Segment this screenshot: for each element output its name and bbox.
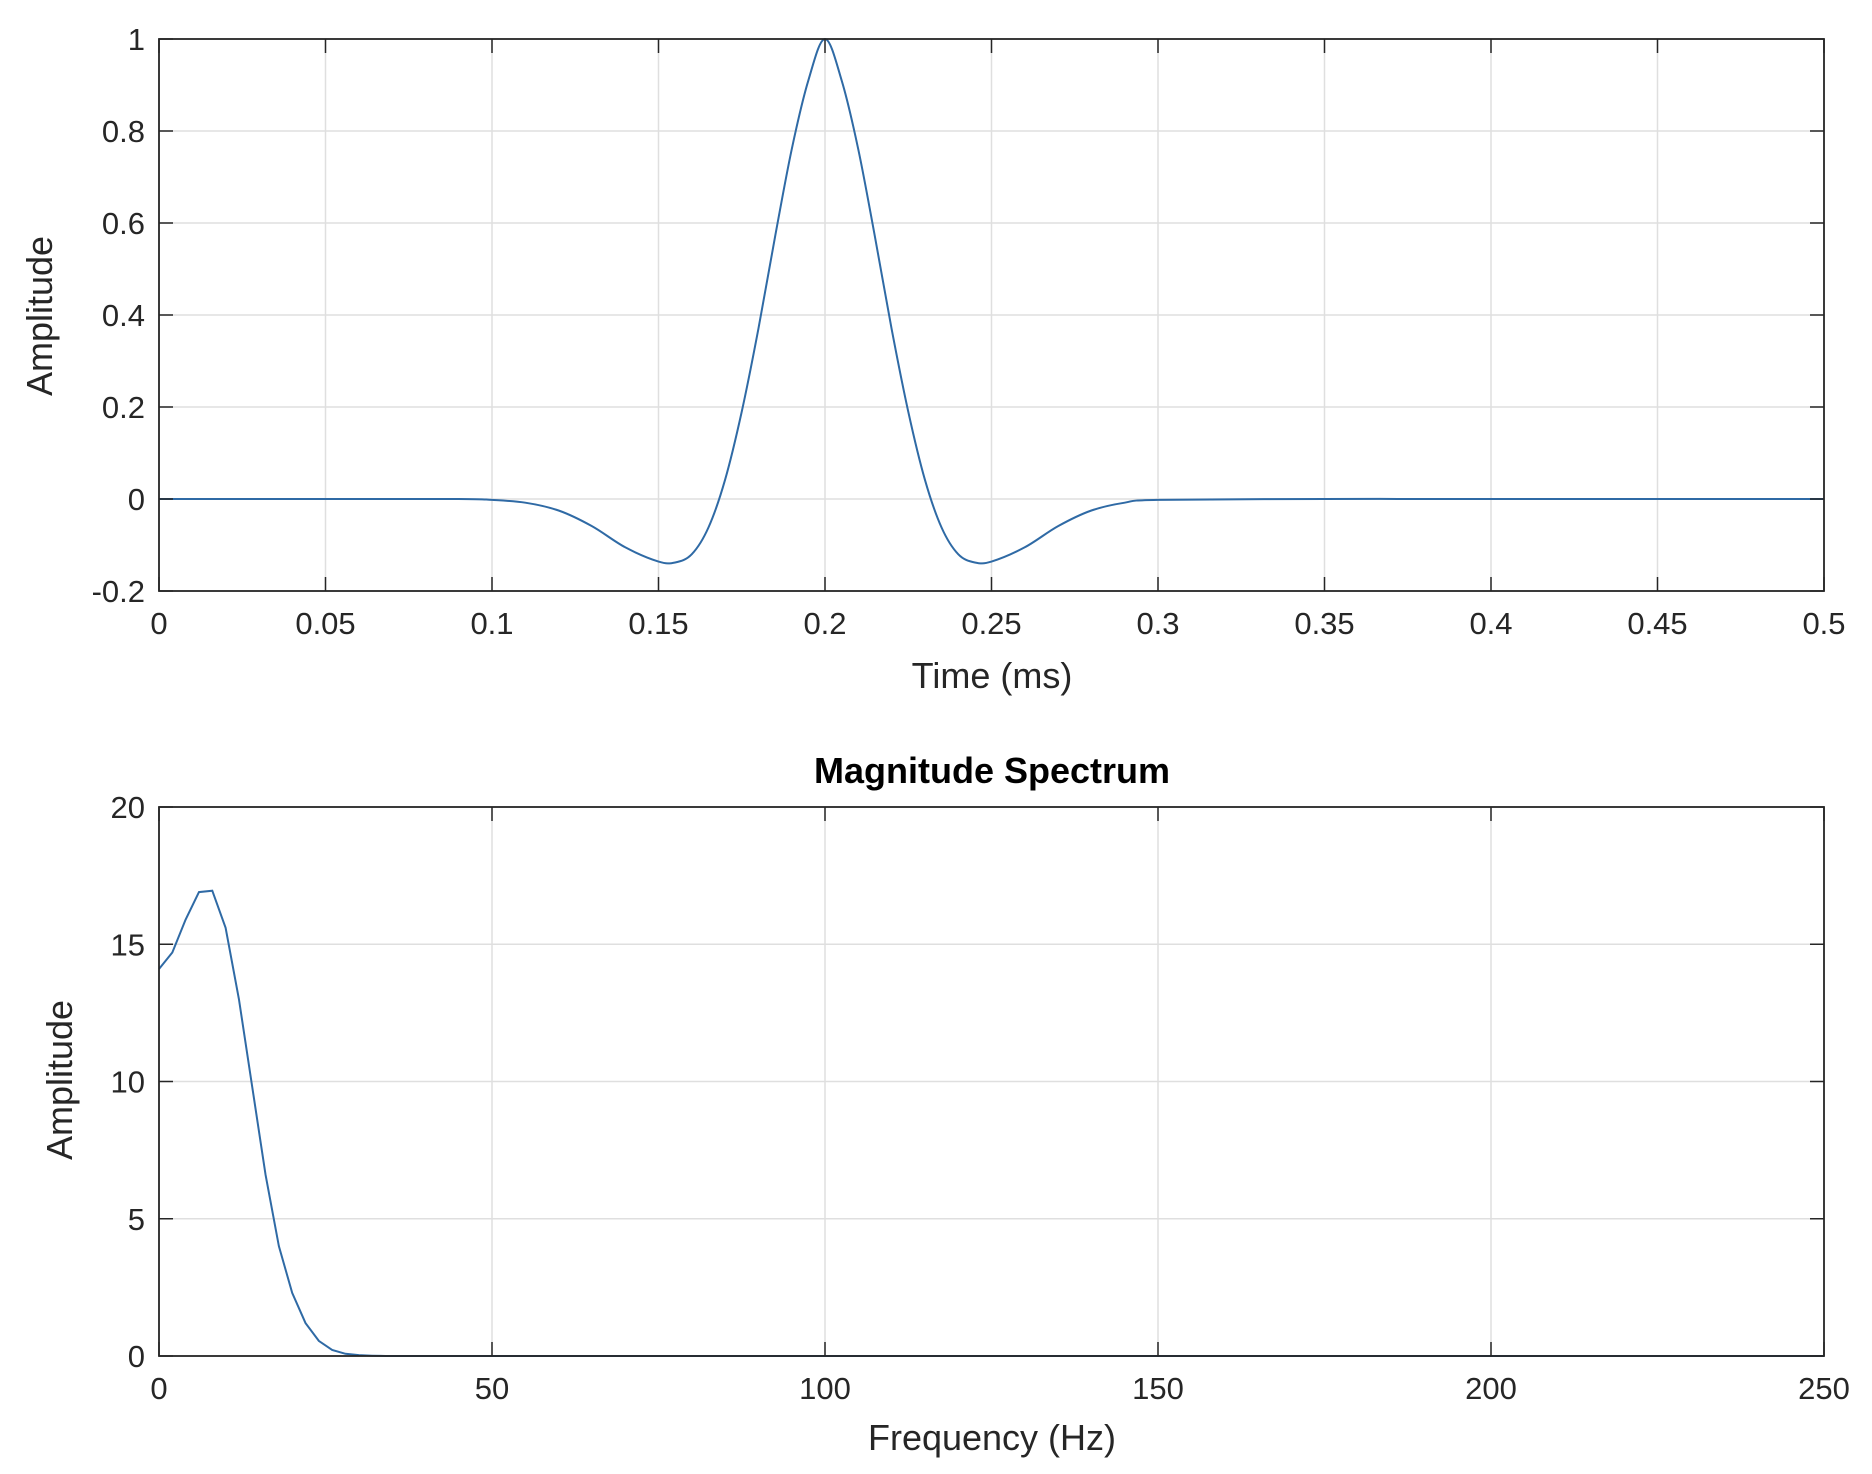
y-tick-label: 20: [111, 790, 145, 825]
x-tick-label: 0.5: [1802, 606, 1845, 641]
y-tick-label: 10: [111, 1065, 145, 1100]
magnitude-spectrum-chart: Magnitude Spectrum 0 50 100 150 200 250 0 5 10 1…: [39, 750, 1850, 1458]
y-tick-label: 0.8: [102, 114, 145, 149]
x-tick-label: 0.35: [1294, 606, 1354, 641]
y-tick-label: 0.6: [102, 206, 145, 241]
series-line: [159, 37, 1824, 565]
spectrum-y-ticks: 0 5 10 15 20: [111, 790, 145, 1374]
x-tick-label: 250: [1798, 1371, 1850, 1406]
x-tick-label: 0: [150, 1371, 167, 1406]
series-line: [158, 889, 1824, 1357]
x-tick-label: 0.15: [628, 606, 688, 641]
spectrum-x-axis-label: Frequency (Hz): [868, 1417, 1116, 1458]
spectrum-x-ticks: 0 50 100 150 200 250: [150, 1371, 1849, 1406]
y-tick-label: 5: [128, 1202, 145, 1237]
y-tick-label: 0: [128, 482, 145, 517]
y-tick-label: 15: [111, 927, 145, 962]
time-x-axis-label: Time (ms): [912, 655, 1073, 696]
time-y-ticks: -0.2 0 0.2 0.4 0.6 0.8 1: [92, 22, 145, 609]
time-x-ticks: 0 0.05 0.1 0.15 0.2 0.25 0.3 0.35 0.4 0.45 0.5: [150, 606, 1845, 641]
x-tick-label: 0.3: [1136, 606, 1179, 641]
x-tick-label: 0.4: [1469, 606, 1512, 641]
y-tick-label: 0: [128, 1339, 145, 1374]
x-tick-label: 0.1: [470, 606, 513, 641]
spectrum-y-axis-label: Amplitude: [39, 1000, 80, 1160]
x-tick-label: 150: [1132, 1371, 1184, 1406]
x-tick-label: 100: [799, 1371, 851, 1406]
spectrum-series: [158, 889, 1824, 1357]
x-tick-label: 0.2: [803, 606, 846, 641]
y-tick-label: 0.2: [102, 390, 145, 425]
spectrum-grid: [158, 806, 1825, 1357]
axes-box: [158, 38, 1825, 592]
x-tick-label: 0.45: [1627, 606, 1687, 641]
y-tick-label: 1: [128, 22, 145, 57]
x-tick-label: 0: [150, 606, 167, 641]
axes-box: [158, 806, 1825, 1357]
time-domain-chart: 0 0.05 0.1 0.15 0.2 0.25 0.3 0.35 0.4 0.45 0.5 -0.…: [19, 22, 1846, 696]
y-tick-label: 0.4: [102, 298, 145, 333]
time-series: [159, 37, 1824, 565]
time-y-axis-label: Amplitude: [19, 236, 60, 396]
time-axes-frame: [158, 38, 1825, 592]
spectrum-axes-frame: [158, 806, 1825, 1357]
x-tick-label: 50: [475, 1371, 509, 1406]
x-tick-label: 0.05: [295, 606, 355, 641]
time-grid: [158, 38, 1825, 592]
spectrum-chart-title: Magnitude Spectrum: [814, 750, 1170, 791]
y-tick-label: -0.2: [92, 574, 145, 609]
x-tick-label: 200: [1465, 1371, 1517, 1406]
x-tick-label: 0.25: [961, 606, 1021, 641]
